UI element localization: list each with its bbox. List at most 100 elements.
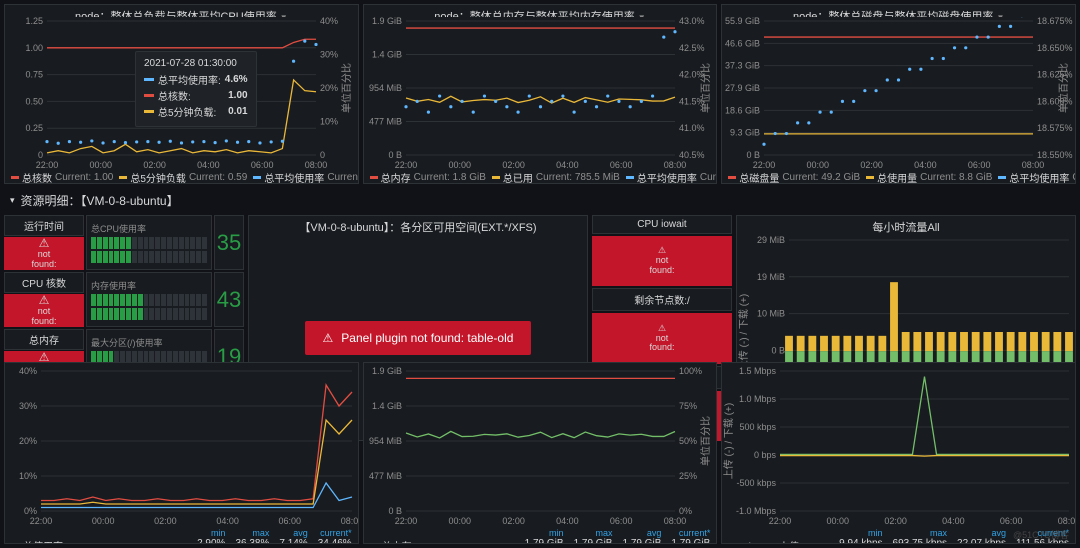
legend-item[interactable]: 总已用 Current: 785.5 MiB <box>492 173 620 181</box>
svg-text:08:00: 08:00 <box>1058 516 1075 526</box>
panel-title[interactable]: node：整体总内存与整体平均内存使用率▼ <box>364 5 717 17</box>
svg-text:单位百分比: 单位百分比 <box>1057 63 1070 113</box>
panel-net-bw: 每秒网络带宽使用All -1.0 Mbps-500 kbps0 bps500 k… <box>721 362 1076 544</box>
svg-text:18.675%: 18.675% <box>1037 17 1073 26</box>
stat-label: CPU 核数 <box>4 272 84 293</box>
warning-icon: ⚠ <box>323 331 334 345</box>
row-header[interactable]: ▾ 资源明细：【VM-0-8-ubuntu】 <box>4 188 1076 213</box>
svg-text:1.0 Mbps: 1.0 Mbps <box>739 394 777 404</box>
svg-text:0 B: 0 B <box>388 506 402 516</box>
svg-text:42.5%: 42.5% <box>679 43 705 53</box>
svg-text:10%: 10% <box>320 117 338 127</box>
legend-item[interactable]: eth0_out上传 <box>728 538 829 544</box>
svg-text:477 MiB: 477 MiB <box>369 117 402 127</box>
svg-text:22:00: 22:00 <box>769 516 792 526</box>
legend-item[interactable]: 总5分钟负载 Current: 0.59 <box>119 173 247 181</box>
svg-text:10%: 10% <box>19 471 37 481</box>
panel-cpu-load: node：整体总负载与整体平均CPU使用率▼ 00.250.500.751.00… <box>4 4 359 184</box>
legend-item[interactable]: 总磁盘量 Current: 49.2 GiB <box>728 173 860 181</box>
svg-text:29 MiB: 29 MiB <box>757 236 785 245</box>
panel-title[interactable]: 【VM-0-8-ubuntu】：各分区可用空间(EXT.*/XFS) <box>249 216 587 236</box>
svg-text:02:00: 02:00 <box>154 516 177 526</box>
svg-text:46.6 GiB: 46.6 GiB <box>725 39 760 49</box>
svg-text:单位百分比: 单位百分比 <box>699 416 712 466</box>
mini-label: CPU iowait <box>592 215 732 234</box>
svg-text:08:00: 08:00 <box>1022 160 1045 170</box>
legend-item[interactable]: 总内存 Current: 1.8 GiB <box>370 173 486 181</box>
svg-text:20%: 20% <box>320 83 338 93</box>
svg-text:02:00: 02:00 <box>885 516 908 526</box>
svg-text:40%: 40% <box>320 17 338 26</box>
svg-text:00:00: 00:00 <box>448 516 471 526</box>
svg-text:04:00: 04:00 <box>556 160 579 170</box>
svg-text:22:00: 22:00 <box>36 160 59 170</box>
panel-title[interactable]: node：整体总磁盘与整体平均磁盘使用率▼ <box>722 5 1075 17</box>
svg-text:06:00: 06:00 <box>1000 516 1023 526</box>
panel-title[interactable]: node：整体总负载与整体平均CPU使用率▼ <box>5 5 358 17</box>
svg-text:00:00: 00:00 <box>827 516 850 526</box>
legend-item[interactable]: 总内存 <box>370 538 498 544</box>
svg-text:02:00: 02:00 <box>502 160 525 170</box>
gauge-value: 43 <box>214 272 244 327</box>
svg-text:18.575%: 18.575% <box>1037 123 1073 133</box>
svg-text:单位百分比: 单位百分比 <box>340 63 353 113</box>
svg-text:08:00: 08:00 <box>341 516 358 526</box>
svg-text:50%: 50% <box>679 436 697 446</box>
svg-text:00:00: 00:00 <box>807 160 830 170</box>
svg-text:40%: 40% <box>19 367 37 376</box>
tooltip: 2021-07-28 01:30:00总平均使用率:4.6%总核数:1.00总5… <box>135 51 257 127</box>
svg-text:22:00: 22:00 <box>394 160 417 170</box>
svg-text:04:00: 04:00 <box>556 516 579 526</box>
svg-text:08:00: 08:00 <box>663 160 686 170</box>
row-header-text: 资源明细：【VM-0-8-ubuntu】 <box>21 192 179 209</box>
error-banner: ⚠ Panel plugin not found: table-old <box>305 321 532 355</box>
legend-item[interactable]: 总核数 Current: 1.00 <box>11 173 113 181</box>
svg-text:1.00: 1.00 <box>25 43 43 53</box>
svg-text:0 B: 0 B <box>388 150 402 160</box>
svg-text:1.4 GiB: 1.4 GiB <box>372 50 402 60</box>
svg-text:75%: 75% <box>679 401 697 411</box>
svg-text:27.9 GiB: 27.9 GiB <box>725 83 760 93</box>
stat-label: 总内存 <box>4 329 84 350</box>
svg-text:1.4 GiB: 1.4 GiB <box>372 401 402 411</box>
panel-mem-avg: node：整体总内存与整体平均内存使用率▼ 0 B477 MiB954 MiB1… <box>363 4 718 184</box>
svg-text:22:00: 22:00 <box>753 160 776 170</box>
svg-text:22:00: 22:00 <box>30 516 53 526</box>
svg-text:1.5 Mbps: 1.5 Mbps <box>739 367 777 376</box>
svg-text:22:00: 22:00 <box>394 516 417 526</box>
svg-text:40.5%: 40.5% <box>679 150 705 160</box>
svg-text:37.3 GiB: 37.3 GiB <box>725 61 760 71</box>
svg-text:04:00: 04:00 <box>216 516 239 526</box>
svg-text:02:00: 02:00 <box>861 160 884 170</box>
stat-error: ⚠notfound: <box>592 236 732 286</box>
stat-error: ⚠notfound: <box>4 294 84 327</box>
svg-text:上传 (-) / 下载 (+): 上传 (-) / 下载 (+) <box>738 294 750 370</box>
svg-text:100%: 100% <box>679 367 702 376</box>
svg-text:0%: 0% <box>679 506 692 516</box>
gauge-value: 35 <box>214 215 244 270</box>
svg-text:04:00: 04:00 <box>197 160 220 170</box>
svg-text:06:00: 06:00 <box>279 516 302 526</box>
gauge-1: 内存使用率 <box>86 272 212 327</box>
svg-text:00:00: 00:00 <box>448 160 471 170</box>
legend-item[interactable]: 总使用量 Current: 8.8 GiB <box>866 173 992 181</box>
svg-text:25%: 25% <box>679 471 697 481</box>
panel-disk-avg: node：整体总磁盘与整体平均磁盘使用率▼ 0 B9.3 GiB18.6 GiB… <box>721 4 1076 184</box>
svg-text:00:00: 00:00 <box>90 160 113 170</box>
svg-text:10 MiB: 10 MiB <box>757 309 785 319</box>
panel-title[interactable]: 每小时流量All <box>737 216 1075 236</box>
svg-text:-1.0 Mbps: -1.0 Mbps <box>736 506 777 516</box>
svg-text:0 B: 0 B <box>771 345 785 355</box>
svg-text:-500 kbps: -500 kbps <box>737 478 777 488</box>
watermark: @51CTO博客 <box>1013 528 1069 541</box>
legend-item[interactable]: 总平均使用率 Current: 42.8% <box>626 173 716 181</box>
legend-item[interactable]: 总使用率 <box>11 538 187 544</box>
svg-text:02:00: 02:00 <box>502 516 525 526</box>
svg-text:06:00: 06:00 <box>968 160 991 170</box>
svg-text:单位百分比: 单位百分比 <box>699 63 712 113</box>
legend-item[interactable]: 总平均使用率 Current: 33.4% <box>253 173 357 181</box>
svg-text:954 MiB: 954 MiB <box>369 436 402 446</box>
svg-text:0: 0 <box>38 150 43 160</box>
legend-item[interactable]: 总平均使用率 Current: 18.7% <box>998 173 1075 181</box>
stat-error: ⚠notfound: <box>4 237 84 270</box>
